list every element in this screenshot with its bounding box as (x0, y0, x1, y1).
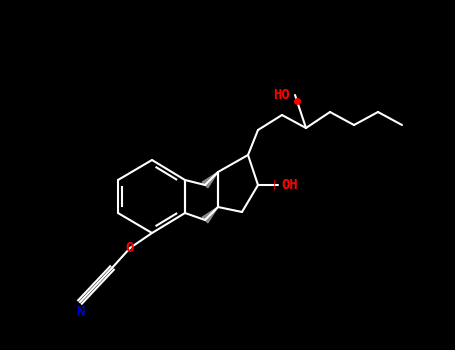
Text: N: N (76, 305, 84, 319)
Text: O: O (126, 241, 134, 255)
Text: HO: HO (273, 88, 290, 102)
Polygon shape (202, 207, 218, 223)
Text: OH: OH (281, 178, 298, 192)
Polygon shape (202, 172, 218, 188)
Text: |: | (273, 180, 276, 190)
